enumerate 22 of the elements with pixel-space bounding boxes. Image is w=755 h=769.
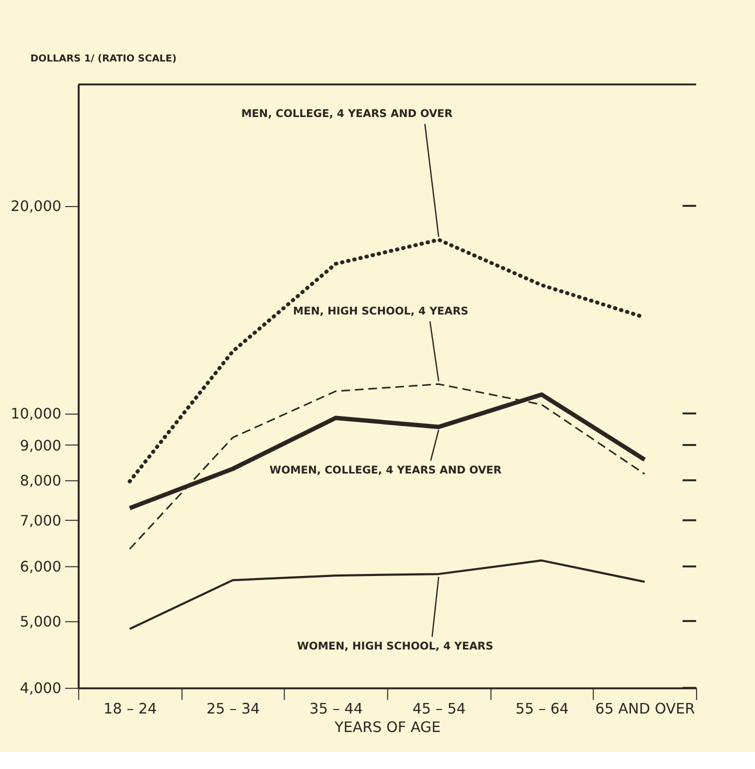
- x-tick-label: 65 AND OVER: [595, 701, 695, 718]
- text: MEN, COLLEGE, 4 YEARS AND OVER: [241, 107, 453, 120]
- y-tick-label: 10,000: [10, 406, 62, 423]
- y-tick-label: 20,000: [10, 199, 62, 216]
- y-tick-label: 4,000: [20, 681, 62, 698]
- y-tick-label: 9,000: [20, 438, 62, 454]
- x-tick-label: 55 – 64: [515, 701, 569, 718]
- x-tick-label: 18 – 24: [104, 701, 157, 718]
- text: WOMEN, HIGH SCHOOL, 4 YEARS: [297, 639, 494, 652]
- y-tick-label: 6,000: [20, 560, 62, 576]
- y-tick-label: 8,000: [20, 474, 62, 490]
- x-tick-label: 35 – 44: [310, 701, 363, 718]
- x-tick-label: 45 – 54: [412, 701, 466, 718]
- y-tick-label: 5,000: [20, 614, 62, 630]
- y-tick-label: 7,000: [20, 514, 62, 530]
- line-series: [128, 383, 646, 550]
- y-axis-title: DOLLARS 1/ (RATIO SCALE): [30, 54, 177, 65]
- line-series: [128, 559, 646, 630]
- x-tick-label: 25 – 34: [206, 701, 260, 718]
- series-label: WOMEN, COLLEGE, 4 YEARS AND OVER: [270, 463, 502, 476]
- text: MEN, HIGH SCHOOL, 4 YEARS: [293, 304, 468, 318]
- x-axis-title: YEARS OF AGE: [334, 720, 441, 736]
